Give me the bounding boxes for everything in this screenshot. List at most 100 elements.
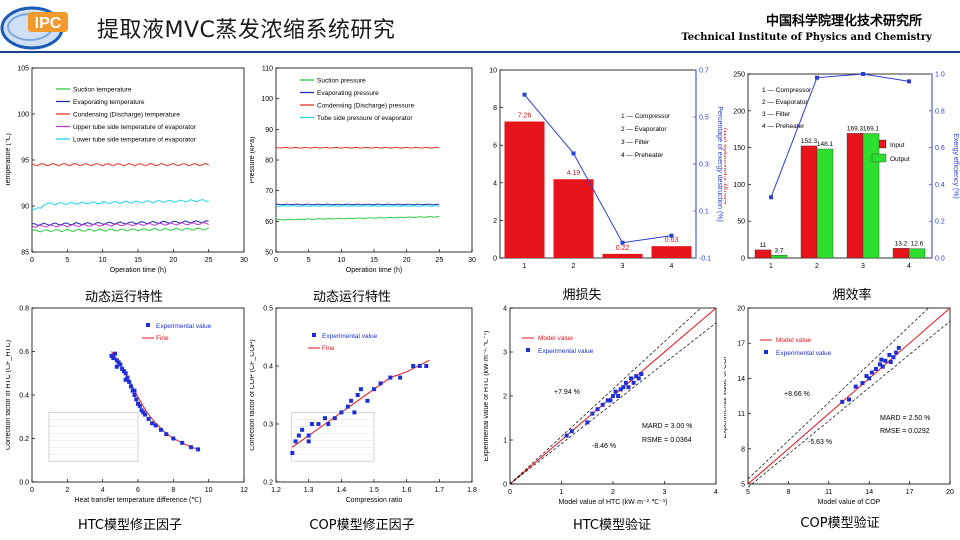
bar-value-label: 7.26 [518,113,532,120]
x-tick-label: 5 [65,257,69,264]
percentage-line [524,94,672,244]
data-point [114,364,119,369]
x-tick-label: 1 [560,489,564,496]
plot-frame [747,307,951,485]
data-point [352,410,357,415]
data-point [864,374,869,379]
model-line [747,307,951,485]
data-point [120,366,125,371]
legend-marker [764,350,768,354]
header-divider [0,51,960,53]
stats-table [291,412,375,462]
x-tick-label: 8 [171,487,175,494]
data-point [309,422,314,426]
y2-tick-label: 0.0 [935,256,945,263]
data-point [345,404,350,409]
data-point [125,375,130,380]
chart-exergy-destruction: 12340246810Exergy destruction (kW)-0.10.… [489,68,723,271]
y-tick-label: 90 [21,204,29,211]
y-tick-label: 90 [265,127,273,134]
percentage-marker [522,92,527,97]
data-point [569,429,574,434]
page-title: 提取液MVC蒸发浓缩系统研究 [97,18,396,43]
legend-label: Suction pressure [317,78,366,85]
y-tick-label: 0.2 [263,480,273,487]
y-axis-label: Correction factor of HTC (CF_HTC) [6,340,12,450]
bar-value-label: 0.22 [616,245,630,252]
x-axis-label: Operation time (h) [110,267,166,274]
data-point [136,401,140,406]
x-tick-label: 5 [746,489,750,496]
y-tick-label: 150 [733,145,745,152]
y-tick-label: 0.4 [19,393,29,400]
data-point [141,410,146,415]
bar-value-label: 169.3 [847,125,864,132]
data-point [616,394,621,398]
data-point [134,397,139,402]
data-point [111,356,116,361]
data-point [123,377,128,382]
data-point [146,416,151,421]
x-axis-label: Model value of HTC (kW·m⁻²·℃⁻¹) [559,499,668,506]
data-point [611,394,615,398]
data-point [171,436,176,441]
x-tick-label: 30 [468,257,476,264]
data-point [585,420,590,425]
y-axis-label: Temperature (℃) [6,133,12,187]
data-point [840,399,845,404]
caption-5: HTC模型修正因子 [77,518,183,533]
y-tick-label: 2 [503,394,507,401]
y2-tick-label: 0.2 [935,219,945,226]
bar-value-label: 3.7 [774,247,783,254]
x-tick-label: 0 [508,489,512,496]
chart-htc-correction: 0 2 4 6 8 10 12 0.0 0.2 0.4 0.6 0.8 Heat transfer te… [6,306,248,505]
y-tick-label: 105 [17,66,29,73]
data-point [879,357,884,362]
x-tick-label: 1.7 [434,487,444,494]
x-axis-label: Compression ratio [346,497,403,504]
legend-label: 1 — Compressor [762,87,812,94]
annotation: RSME = 0.0364 [642,437,692,444]
data-point [137,403,142,408]
legend-label: Input [890,142,905,149]
data-point [636,376,641,381]
efficiency-marker [861,72,865,76]
legend-label: Experimental value [776,350,832,357]
y-tick-label: 2 [493,218,497,225]
chart-cop-validation: 5 8 11 14 17 20 5 8 11 14 17 20 Model value of COP Ex… [724,306,954,507]
y-tick-label: 4 [493,180,497,187]
data-point [623,380,628,385]
chart-exergy-efficiency: 1 2 3 4 0 50 100 150 200 250 Exergy input/output (… [724,72,959,271]
series-line [275,205,440,207]
y-tick-label: 80 [265,158,273,165]
annotation: MARD = 2.50 % [880,415,930,422]
bar-value-label: 0.63 [665,237,679,244]
data-point [127,379,132,384]
data-point [618,387,623,392]
legend-label: Condensing (Discharge) temperature [73,112,180,119]
x-tick-label: 17 [906,489,914,496]
series-line [275,203,440,206]
legend-label: 3 — Filter [762,111,791,118]
data-point [300,427,305,432]
series-line [275,215,440,221]
y2-tick-label: 0.5 [699,115,709,122]
caption-6: COP模型修正因子 [309,518,415,533]
x-tick-label: 1.5 [369,487,379,494]
data-point [332,416,337,421]
x-tick-label: 11 [825,489,832,496]
bar [651,246,692,258]
y2-tick-label: 1.0 [935,72,945,79]
data-point [847,397,851,402]
bar-value-label: 13.2 [895,240,908,247]
caption-7: HTC模型验证 [572,518,652,533]
data-point [365,398,370,403]
series-line [31,222,209,228]
data-point [189,445,193,450]
error-bound-line [509,307,702,485]
annotation: RMSE = 0.0292 [880,428,930,435]
data-point [296,433,301,438]
y-tick-label: 0.3 [263,422,273,429]
y-tick-label: 1 [503,438,507,445]
x-tick-label: 25 [435,257,443,264]
